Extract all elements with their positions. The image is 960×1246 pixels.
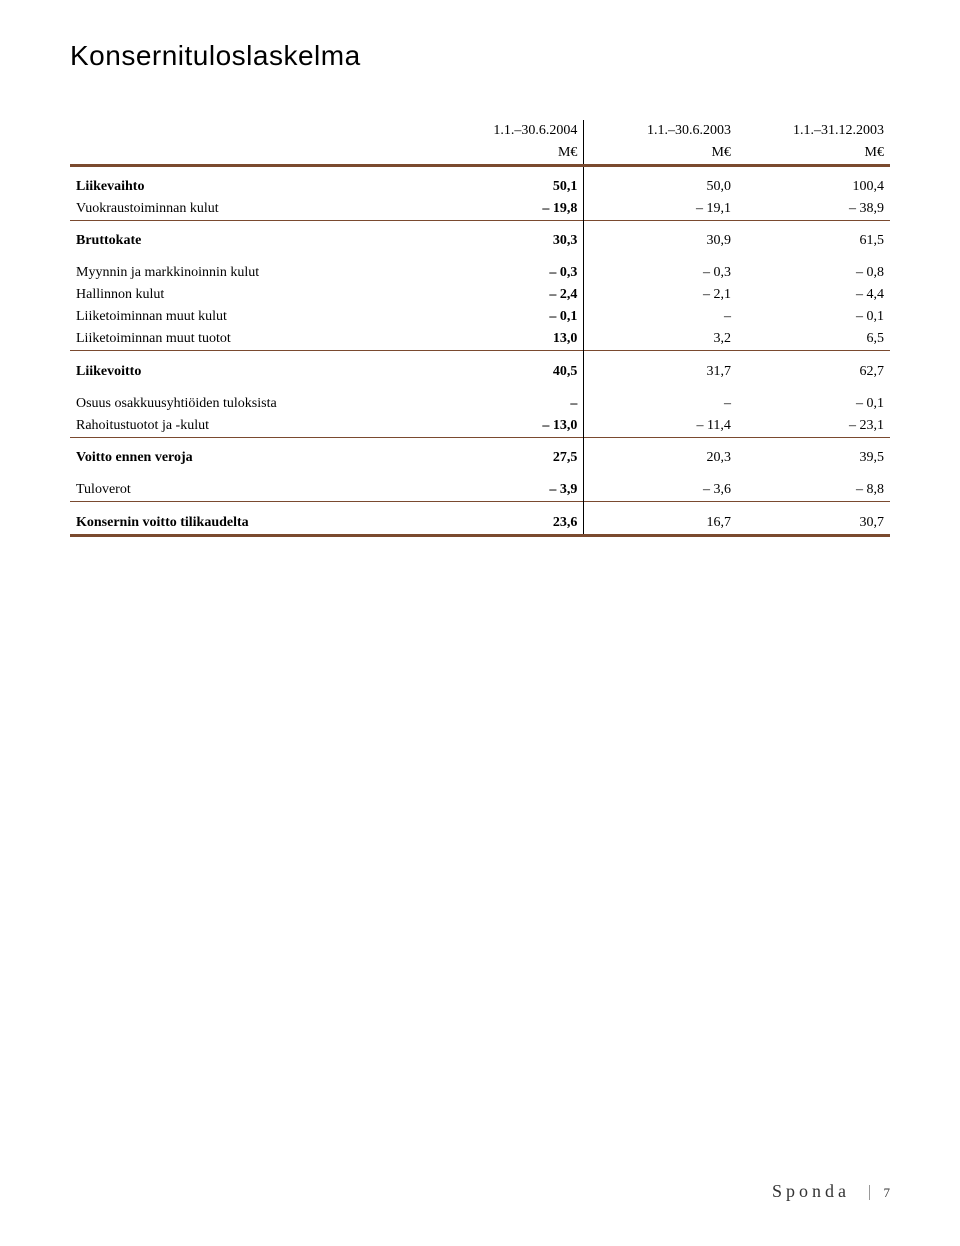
table-row: Rahoitustuotot ja -kulut – 13,0 – 11,4 –… — [70, 415, 890, 438]
page-title: Konsernituloslaskelma — [70, 40, 890, 72]
col-header-3-line1: 1.1.–31.12.2003 — [737, 120, 890, 142]
row-value: 62,7 — [737, 361, 890, 383]
row-value: – 0,1 — [431, 306, 584, 328]
row-value: 40,5 — [431, 361, 584, 383]
row-value: 30,3 — [431, 230, 584, 252]
row-value: – 2,4 — [431, 284, 584, 306]
table-row: Liikevaihto 50,1 50,0 100,4 — [70, 176, 890, 198]
footer-brand: Sponda — [772, 1181, 850, 1201]
row-label: Myynnin ja markkinoinnin kulut — [70, 262, 431, 284]
row-label: Rahoitustuotot ja -kulut — [70, 415, 431, 438]
row-value: – 0,1 — [737, 306, 890, 328]
row-value: 30,9 — [584, 230, 737, 252]
table-row: Vuokraustoiminnan kulut – 19,8 – 19,1 – … — [70, 198, 890, 221]
table-row: Voitto ennen veroja 27,5 20,3 39,5 — [70, 447, 890, 469]
row-label: Voitto ennen veroja — [70, 447, 431, 469]
row-value: 30,7 — [737, 512, 890, 536]
table-row: Tuloverot – 3,9 – 3,6 – 8,8 — [70, 479, 890, 502]
table-row: Bruttokate 30,3 30,9 61,5 — [70, 230, 890, 252]
table-row: Konsernin voitto tilikaudelta 23,6 16,7 … — [70, 512, 890, 536]
row-value: – 3,6 — [584, 479, 737, 502]
row-value: 23,6 — [431, 512, 584, 536]
footer-page-number: 7 — [869, 1185, 891, 1200]
col-header-3-line2: M€ — [737, 142, 890, 166]
row-label: Konsernin voitto tilikaudelta — [70, 512, 431, 536]
row-label: Liikevoitto — [70, 361, 431, 383]
row-value: – 0,3 — [584, 262, 737, 284]
page-footer: Sponda 7 — [772, 1181, 890, 1202]
row-label: Liiketoiminnan muut kulut — [70, 306, 431, 328]
row-value: 16,7 — [584, 512, 737, 536]
row-value: – 19,8 — [431, 198, 584, 221]
row-value: 61,5 — [737, 230, 890, 252]
row-value: 39,5 — [737, 447, 890, 469]
table-row: Liiketoiminnan muut tuotot 13,0 3,2 6,5 — [70, 328, 890, 351]
row-value: 27,5 — [431, 447, 584, 469]
row-value: – — [584, 393, 737, 415]
col-header-2-line2: M€ — [584, 142, 737, 166]
row-value: 20,3 — [584, 447, 737, 469]
row-value: – 0,3 — [431, 262, 584, 284]
row-value: 50,1 — [431, 176, 584, 198]
table-row: Osuus osakkuusyhtiöiden tuloksista – – –… — [70, 393, 890, 415]
col-header-blank-2 — [70, 142, 431, 166]
row-value: – 13,0 — [431, 415, 584, 438]
row-value: – — [431, 393, 584, 415]
row-value: 100,4 — [737, 176, 890, 198]
row-value: 31,7 — [584, 361, 737, 383]
col-header-blank — [70, 120, 431, 142]
income-statement-table: 1.1.–30.6.2004 1.1.–30.6.2003 1.1.–31.12… — [70, 120, 890, 545]
row-label: Hallinnon kulut — [70, 284, 431, 306]
row-value: – 38,9 — [737, 198, 890, 221]
col-header-2-line1: 1.1.–30.6.2003 — [584, 120, 737, 142]
row-value: – 8,8 — [737, 479, 890, 502]
col-header-1-line2: M€ — [431, 142, 584, 166]
table-row: Liikevoitto 40,5 31,7 62,7 — [70, 361, 890, 383]
row-value: – 23,1 — [737, 415, 890, 438]
row-value: 6,5 — [737, 328, 890, 351]
row-value: – 0,1 — [737, 393, 890, 415]
row-value: – 0,8 — [737, 262, 890, 284]
table-row: Myynnin ja markkinoinnin kulut – 0,3 – 0… — [70, 262, 890, 284]
row-value: 50,0 — [584, 176, 737, 198]
row-value: – — [584, 306, 737, 328]
table-row: Hallinnon kulut – 2,4 – 2,1 – 4,4 — [70, 284, 890, 306]
row-value: – 3,9 — [431, 479, 584, 502]
row-value: 3,2 — [584, 328, 737, 351]
table-row: Liiketoiminnan muut kulut – 0,1 – – 0,1 — [70, 306, 890, 328]
row-value: 13,0 — [431, 328, 584, 351]
row-label: Liiketoiminnan muut tuotot — [70, 328, 431, 351]
row-label: Tuloverot — [70, 479, 431, 502]
row-label: Liikevaihto — [70, 176, 431, 198]
row-label: Vuokraustoiminnan kulut — [70, 198, 431, 221]
row-value: – 19,1 — [584, 198, 737, 221]
row-label: Osuus osakkuusyhtiöiden tuloksista — [70, 393, 431, 415]
row-value: – 11,4 — [584, 415, 737, 438]
row-value: – 4,4 — [737, 284, 890, 306]
col-header-1-line1: 1.1.–30.6.2004 — [431, 120, 584, 142]
row-value: – 2,1 — [584, 284, 737, 306]
row-label: Bruttokate — [70, 230, 431, 252]
